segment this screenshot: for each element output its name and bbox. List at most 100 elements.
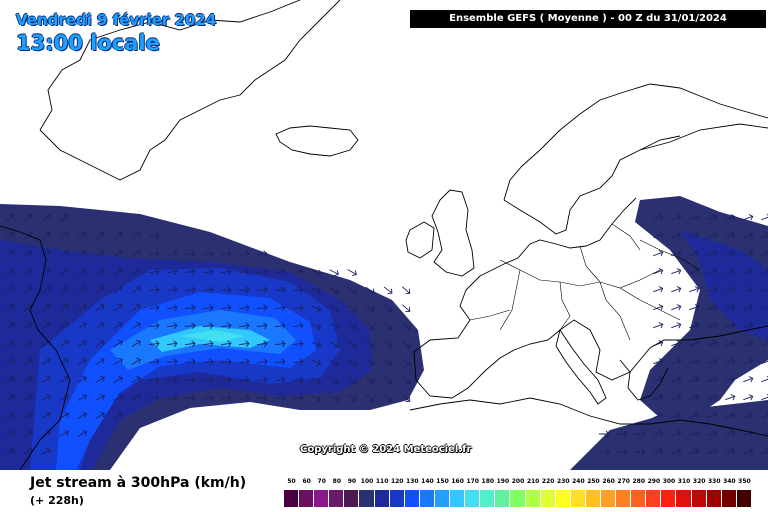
wind-arrow (148, 232, 160, 239)
wind-arrow (707, 358, 718, 365)
wind-arrow (5, 393, 15, 401)
wind-arrow (689, 358, 700, 365)
wind-arrow (202, 322, 214, 329)
wind-arrow (725, 286, 736, 293)
wind-arrow (725, 304, 736, 311)
wind-arrow (707, 448, 718, 455)
wind-arrow (23, 231, 33, 240)
wind-arrow (41, 249, 51, 258)
wind-arrow (725, 214, 736, 221)
wind-arrow (743, 214, 754, 221)
wind-arrow (5, 321, 15, 330)
wind-arrow (256, 250, 268, 257)
wind-arrow (761, 286, 768, 293)
wind-arrow (347, 395, 357, 403)
wind-arrow (238, 340, 250, 347)
wind-arrow (220, 376, 232, 383)
wind-arrow (743, 232, 754, 239)
scandinavia-coast (503, 83, 768, 235)
wind-arrow (689, 250, 700, 257)
wind-arrow (653, 304, 664, 311)
color-legend: 50 60 70 80 90 100 110 120 130 140 150 160 170 180 190… (284, 478, 752, 508)
wind-arrow (761, 394, 768, 401)
wind-arrow (220, 340, 232, 347)
wind-arrow (23, 411, 33, 419)
wind-arrow (329, 323, 340, 331)
legend-level-label: 130 (406, 478, 419, 485)
wind-arrow (113, 267, 123, 276)
wind-arrow (59, 249, 69, 258)
wind-arrow (743, 286, 754, 293)
wind-arrow (23, 267, 33, 276)
wind-arrow (166, 394, 178, 401)
wind-arrow (59, 231, 69, 240)
wind-arrow (274, 358, 286, 365)
wind-arrow (41, 321, 51, 330)
wind-arrow (238, 394, 250, 401)
legend-swatch (314, 490, 330, 507)
wind-arrow (292, 304, 304, 311)
wind-arrow (689, 448, 700, 455)
wind-arrow (77, 375, 87, 383)
wind-arrow (347, 287, 357, 295)
country-borders (469, 223, 701, 341)
wind-arrow (77, 393, 87, 401)
legend-level-label: 250 (587, 478, 600, 485)
wind-arrow (5, 357, 15, 366)
legend-level-label: 120 (390, 478, 404, 485)
wind-arrow (617, 448, 628, 456)
legend-swatch (480, 490, 496, 507)
wind-arrow (202, 358, 214, 365)
wind-arrow (761, 412, 768, 419)
wind-arrow (166, 250, 178, 257)
wind-arrow (329, 341, 340, 349)
coastlines (0, 0, 768, 470)
wind-arrow (95, 339, 105, 348)
wind-arrow (220, 394, 232, 401)
wind-arrow (743, 304, 754, 311)
lead-time: (+ 228h) (30, 494, 84, 507)
legend-swatch (706, 490, 722, 507)
wind-arrow (274, 286, 286, 293)
wind-arrow (401, 286, 411, 295)
wind-arrow (365, 358, 375, 367)
wind-arrow (274, 394, 286, 401)
wind-arrow (725, 340, 736, 347)
wind-arrow (77, 357, 87, 366)
wind-arrow (131, 339, 141, 348)
wind-arrow (113, 321, 123, 330)
wind-arrow (131, 267, 141, 276)
legend-swatch (721, 490, 737, 507)
legend-swatch (284, 490, 300, 507)
wind-arrow (238, 358, 250, 365)
wind-arrow (689, 376, 700, 383)
wind-arrow (184, 268, 196, 275)
wind-arrow (707, 340, 718, 347)
wind-arrow (599, 430, 610, 438)
wind-arrow (131, 303, 141, 312)
wind-arrow (365, 376, 375, 385)
legend-level-label: 330 (707, 478, 721, 485)
wind-arrow (347, 341, 357, 349)
wind-arrow (707, 214, 718, 221)
legend-level-label: 260 (602, 478, 615, 485)
wind-arrow (689, 286, 700, 293)
wind-arrow (184, 250, 196, 257)
legend-level-label: 280 (632, 478, 646, 485)
wind-arrow (653, 232, 664, 239)
legend-level-label: 210 (526, 478, 540, 485)
legend-swatch (691, 490, 707, 507)
wind-arrow (671, 358, 682, 365)
legend-swatch (570, 490, 586, 507)
wind-arrow (166, 322, 178, 329)
legend-level-label: 50 (287, 478, 296, 485)
jet-east-inner (680, 230, 768, 340)
wind-arrow (671, 286, 682, 293)
wind-arrow (274, 376, 286, 383)
wind-arrow (383, 322, 393, 331)
wind-arrow (292, 358, 304, 365)
wind-arrow (311, 395, 322, 402)
wind-arrow (59, 411, 69, 419)
legend-swatch (510, 490, 526, 507)
wind-arrow (599, 448, 610, 456)
